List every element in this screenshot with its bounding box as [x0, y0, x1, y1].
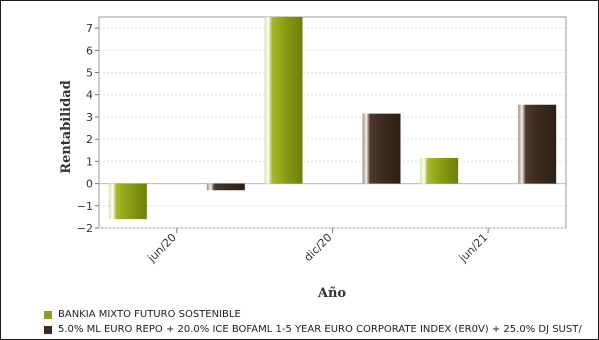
y-tick-label: 7 [86, 22, 93, 35]
x-tick-label: jun/20 [145, 231, 179, 265]
plot-area [98, 16, 567, 229]
y-axis-ticks: −2 −1 0 1 2 3 4 5 6 7 [77, 22, 99, 235]
bar-1-1[interactable] [108, 183, 147, 220]
legend: BANKIA MIXTO FUTURO SOSTENIBLE 5.0% ML E… [44, 307, 596, 337]
y-axis-title: Rentabilidad [59, 80, 74, 173]
bar-1-2[interactable] [264, 17, 303, 184]
bar-1-3[interactable] [420, 158, 459, 184]
grid-lines [99, 27, 566, 229]
bar-2-2[interactable] [362, 113, 401, 184]
x-tick-label: jun/21 [456, 231, 490, 265]
y-tick-label: 1 [86, 155, 93, 168]
y-tick-label: 0 [86, 178, 93, 191]
y-tick-label: 2 [86, 133, 93, 146]
y-tick-label: 6 [86, 44, 93, 57]
x-axis-ticks: jun/20 dic/20 jun/21 [145, 228, 490, 265]
y-tick-label: −1 [77, 200, 93, 213]
y-tick-label: 4 [86, 89, 93, 102]
legend-label-series-1: BANKIA MIXTO FUTURO SOSTENIBLE [58, 309, 241, 320]
x-axis-title: Año [317, 286, 347, 301]
bar-2-1[interactable] [206, 183, 245, 191]
bar-2-3[interactable] [518, 104, 557, 184]
legend-item-series-1[interactable]: BANKIA MIXTO FUTURO SOSTENIBLE [44, 307, 596, 322]
y-tick-label: 3 [86, 111, 93, 124]
bars-group [108, 17, 557, 220]
legend-swatch-series-2 [44, 325, 52, 334]
legend-swatch-series-1 [44, 310, 52, 319]
x-tick-label: dic/20 [302, 231, 335, 264]
y-tick-label: −2 [77, 222, 93, 235]
legend-item-series-2[interactable]: 5.0% ML EURO REPO + 20.0% ICE BOFAML 1-5… [44, 322, 596, 337]
legend-label-series-2: 5.0% ML EURO REPO + 20.0% ICE BOFAML 1-5… [58, 324, 582, 335]
y-tick-label: 5 [86, 67, 93, 80]
